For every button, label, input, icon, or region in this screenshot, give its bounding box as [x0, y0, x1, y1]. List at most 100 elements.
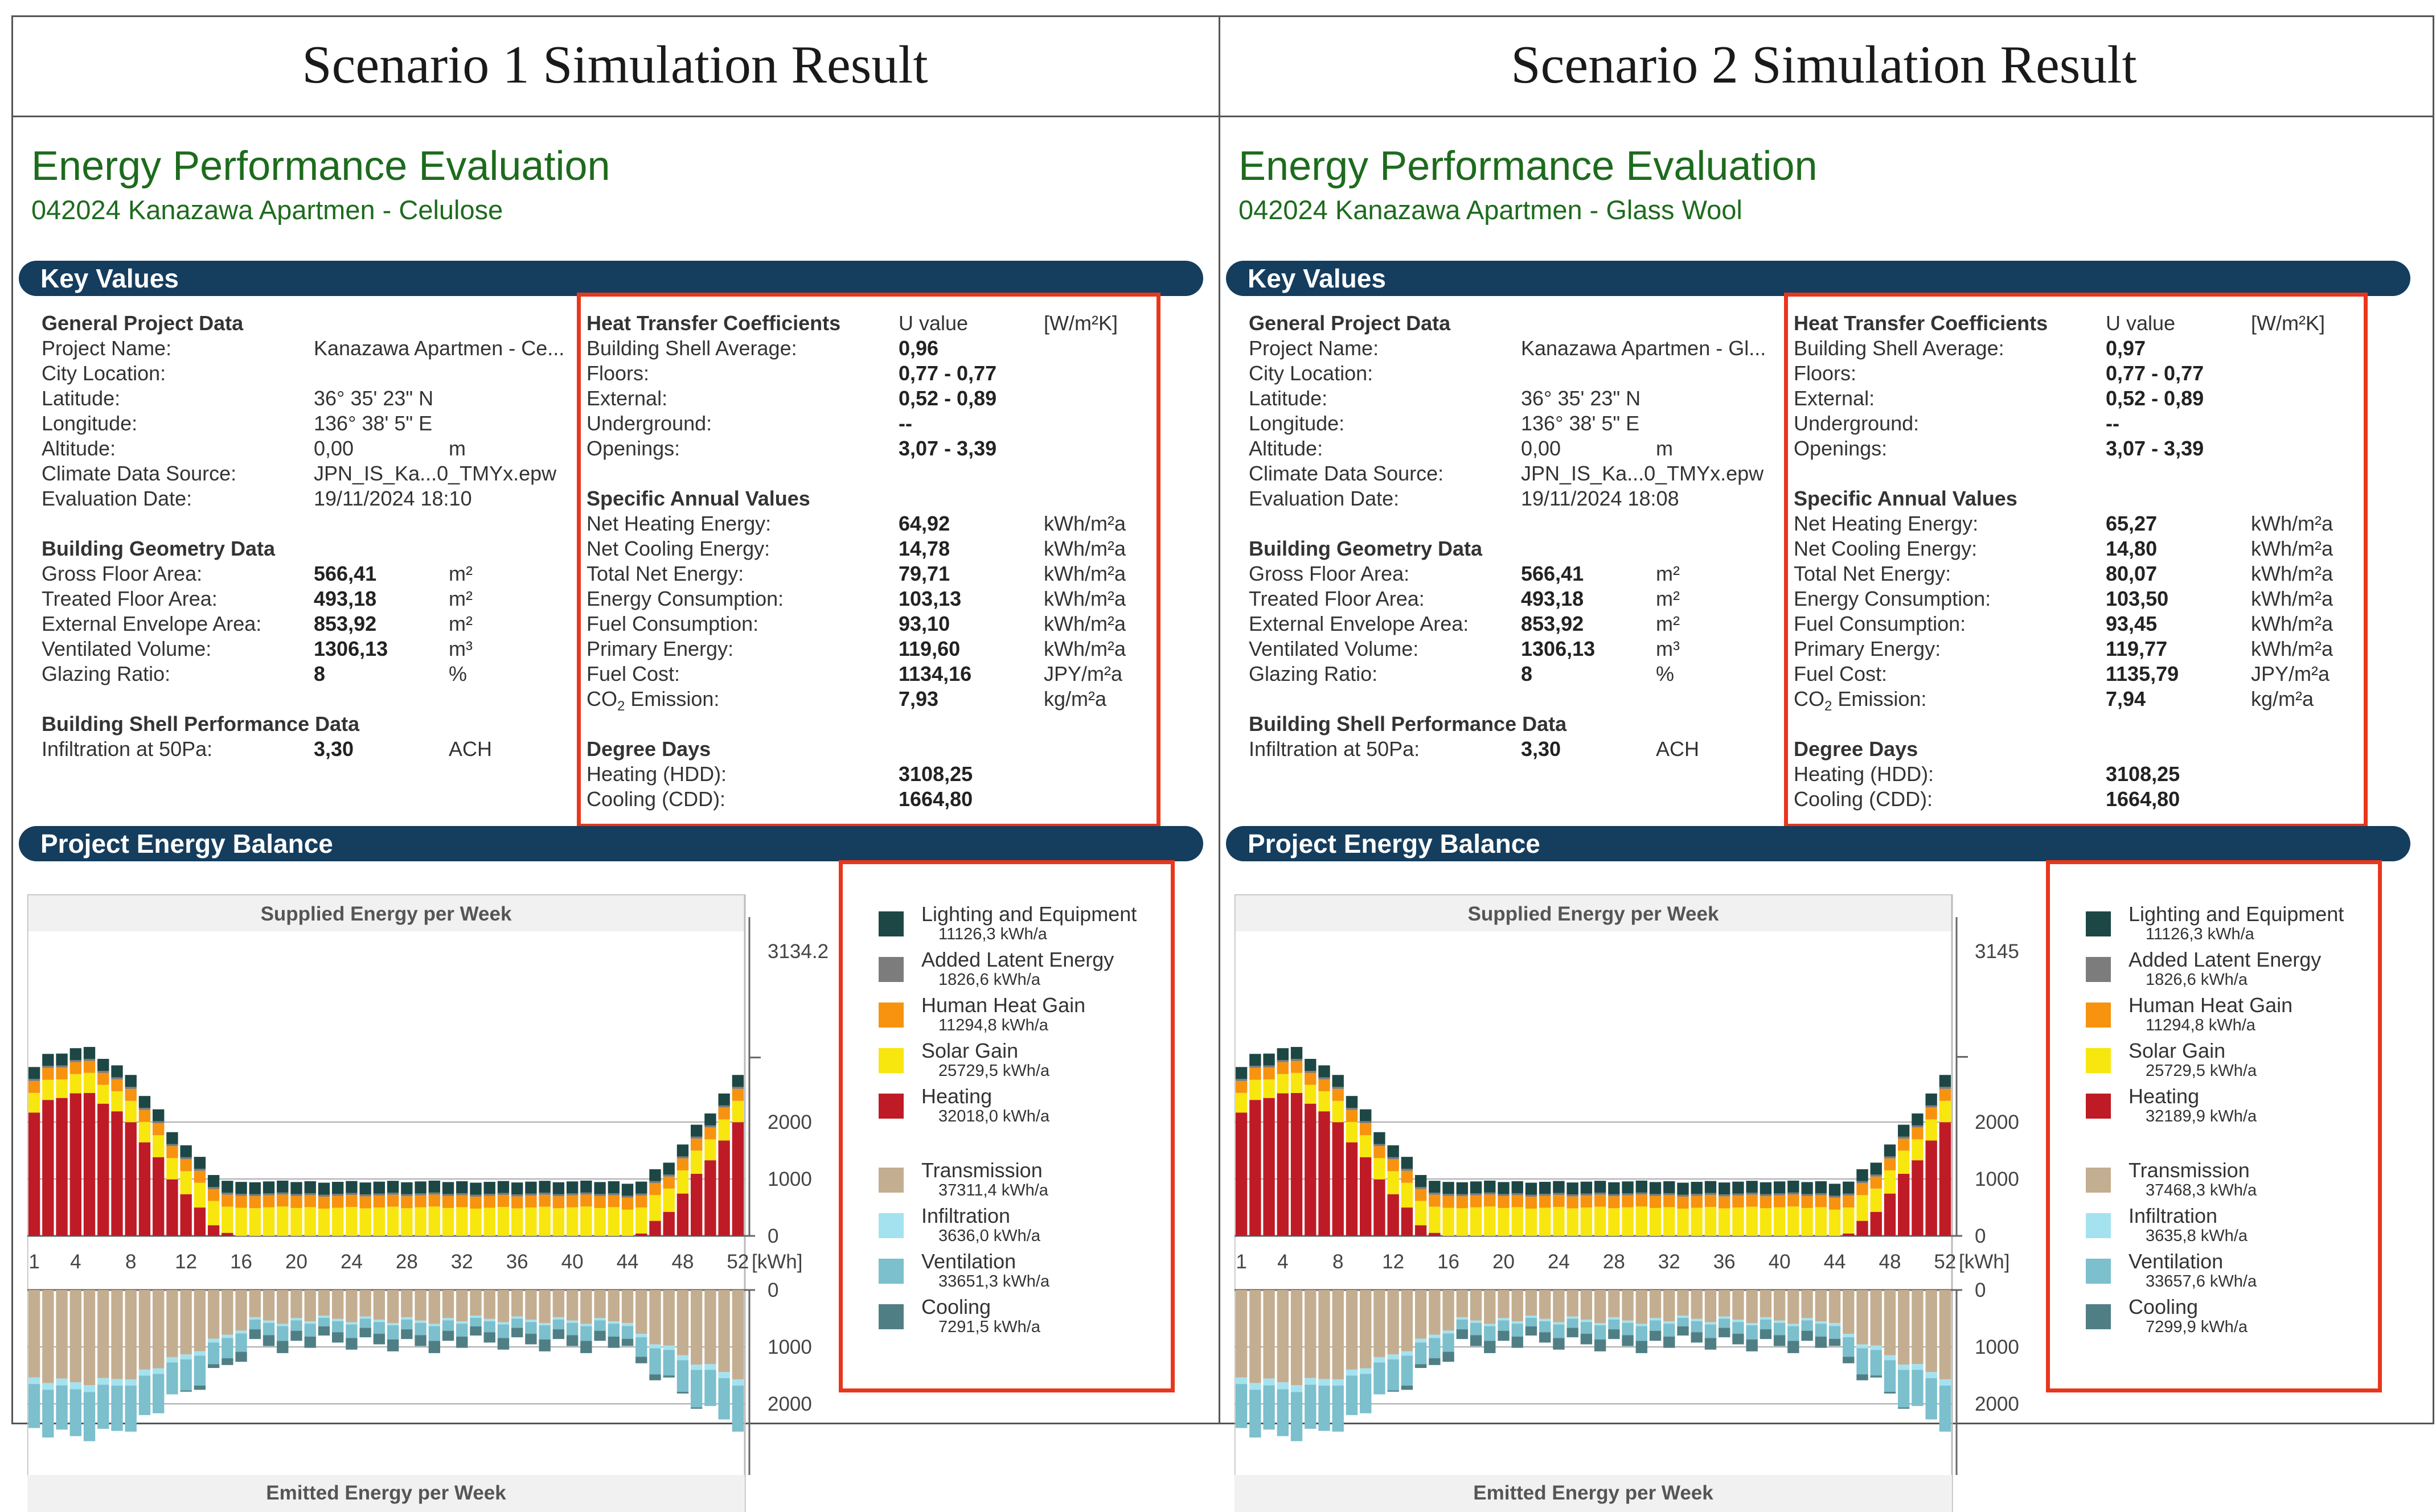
label: Gross Floor Area: — [1249, 562, 1410, 585]
bar-supplied-heating — [1939, 1122, 1951, 1236]
bar-supplied-added-latent-energy — [1305, 1071, 1317, 1073]
key-values-bar: Key Values — [19, 261, 1203, 296]
bar-emitted-transmission — [608, 1290, 620, 1322]
header-divider — [11, 116, 2434, 117]
bar-emitted-ventilation — [1732, 1322, 1744, 1334]
bar-emitted-ventilation — [608, 1324, 620, 1337]
bar-supplied-lighting-and-equipment — [1484, 1180, 1496, 1193]
bar-emitted-transmission — [1870, 1290, 1882, 1346]
bar-emitted-transmission — [83, 1290, 96, 1386]
specific-value: 93,10 — [899, 612, 950, 635]
bar-supplied-added-latent-energy — [56, 1065, 68, 1068]
bar-supplied-human-heat-gain — [222, 1194, 233, 1207]
bar-emitted-cooling — [1553, 1338, 1565, 1350]
bar-emitted-ventilation — [111, 1386, 123, 1431]
bar-emitted-ventilation — [1470, 1322, 1482, 1336]
bar-supplied-human-heat-gain — [56, 1067, 68, 1080]
envelope-area-value: 853,92 — [314, 612, 377, 635]
bar-supplied-added-latent-energy — [1801, 1194, 1813, 1196]
bar-supplied-added-latent-energy — [621, 1195, 634, 1198]
bar-supplied-human-heat-gain — [621, 1197, 634, 1210]
bar-supplied-added-latent-energy — [1912, 1125, 1924, 1128]
bar-supplied-heating — [676, 1193, 689, 1236]
bar-emitted-infiltration — [497, 1322, 510, 1325]
bar-supplied-human-heat-gain — [1787, 1194, 1799, 1207]
bar-supplied-human-heat-gain — [580, 1194, 592, 1207]
bar-supplied-heating — [28, 1112, 40, 1236]
bar-supplied-human-heat-gain — [69, 1062, 81, 1074]
bar-emitted-transmission — [1691, 1290, 1703, 1319]
bar-supplied-heating — [56, 1098, 68, 1236]
bar-supplied-solar-gain — [580, 1206, 592, 1236]
y-tick-label-bottom: 1000 — [1975, 1336, 2019, 1358]
bar-supplied-lighting-and-equipment — [539, 1181, 551, 1193]
bar-emitted-cooling — [1401, 1386, 1413, 1390]
bar-supplied-added-latent-energy — [539, 1193, 551, 1195]
bar-supplied-heating — [166, 1179, 178, 1236]
bar-supplied-human-heat-gain — [359, 1196, 371, 1209]
label: External Envelope Area: — [42, 612, 262, 635]
legend-label: Human Heat Gain — [921, 993, 1086, 1017]
bar-supplied-added-latent-energy — [1719, 1194, 1730, 1197]
bar-emitted-infiltration — [28, 1377, 40, 1384]
bar-emitted-infiltration — [1401, 1351, 1413, 1356]
bar-supplied-solar-gain — [1828, 1209, 1841, 1236]
bar-emitted-ventilation — [1843, 1337, 1855, 1357]
legend-label: Human Heat Gain — [2129, 993, 2293, 1017]
bar-emitted-cooling — [428, 1341, 440, 1353]
highlight-box-legend — [839, 860, 1175, 1392]
bar-emitted-transmission — [318, 1290, 330, 1316]
bar-emitted-cooling — [1704, 1338, 1717, 1350]
bar-emitted-infiltration — [1566, 1316, 1578, 1319]
bar-emitted-cooling — [1511, 1336, 1523, 1348]
bar-emitted-infiltration — [180, 1354, 192, 1359]
bar-supplied-added-latent-energy — [166, 1144, 178, 1147]
bar-supplied-solar-gain — [111, 1091, 123, 1112]
bar-supplied-added-latent-energy — [1553, 1193, 1565, 1195]
bar-emitted-ventilation — [580, 1326, 592, 1341]
co2-value: 7,93 — [899, 687, 939, 710]
bar-emitted-transmission — [263, 1290, 275, 1321]
bar-emitted-transmission — [125, 1290, 137, 1379]
bar-emitted-transmission — [166, 1290, 178, 1357]
legend-value: 33657,6 kWh/a — [2146, 1272, 2257, 1291]
bar-emitted-ventilation — [153, 1374, 165, 1414]
bar-emitted-cooling — [539, 1339, 551, 1351]
label: Fuel Cost: — [587, 662, 680, 685]
bar-supplied-solar-gain — [1580, 1207, 1593, 1236]
bar-supplied-added-latent-energy — [1925, 1105, 1937, 1108]
bar-emitted-cooling — [401, 1329, 413, 1340]
bar-supplied-added-latent-energy — [222, 1193, 233, 1195]
bar-supplied-human-heat-gain — [1539, 1195, 1551, 1208]
bar-supplied-human-heat-gain — [1870, 1176, 1882, 1189]
bar-supplied-added-latent-energy — [332, 1194, 344, 1196]
x-tick-label: 28 — [1603, 1251, 1625, 1273]
bar-emitted-infiltration — [594, 1318, 606, 1321]
bar-supplied-human-heat-gain — [1801, 1195, 1813, 1208]
unit: kWh/m²a — [2251, 512, 2333, 535]
bar-supplied-heating — [1856, 1221, 1868, 1236]
specific-value: 14,80 — [2106, 537, 2158, 560]
bar-emitted-infiltration — [1773, 1320, 1786, 1323]
bar-supplied-added-latent-energy — [428, 1192, 440, 1195]
bar-emitted-transmission — [1663, 1290, 1675, 1322]
specific-value: 1134,16 — [899, 662, 972, 685]
bar-supplied-lighting-and-equipment — [387, 1181, 399, 1193]
bar-supplied-added-latent-energy — [235, 1194, 247, 1196]
bar-supplied-solar-gain — [470, 1209, 482, 1236]
bar-emitted-ventilation — [1939, 1386, 1951, 1432]
bar-emitted-cooling — [1760, 1329, 1772, 1340]
unit: m² — [1656, 612, 1680, 635]
bar-supplied-human-heat-gain — [635, 1195, 647, 1208]
bar-supplied-solar-gain — [511, 1208, 523, 1236]
bar-supplied-heating — [732, 1122, 744, 1236]
bar-supplied-lighting-and-equipment — [608, 1181, 620, 1193]
bar-supplied-solar-gain — [1801, 1207, 1813, 1236]
legend-value: 37311,4 kWh/a — [938, 1181, 1048, 1199]
bar-supplied-human-heat-gain — [1580, 1195, 1593, 1208]
bar-supplied-human-heat-gain — [511, 1196, 523, 1209]
bar-supplied-added-latent-energy — [1773, 1193, 1786, 1195]
bar-supplied-human-heat-gain — [346, 1195, 358, 1207]
bar-supplied-solar-gain — [1939, 1100, 1951, 1123]
bar-emitted-transmission — [539, 1290, 551, 1324]
